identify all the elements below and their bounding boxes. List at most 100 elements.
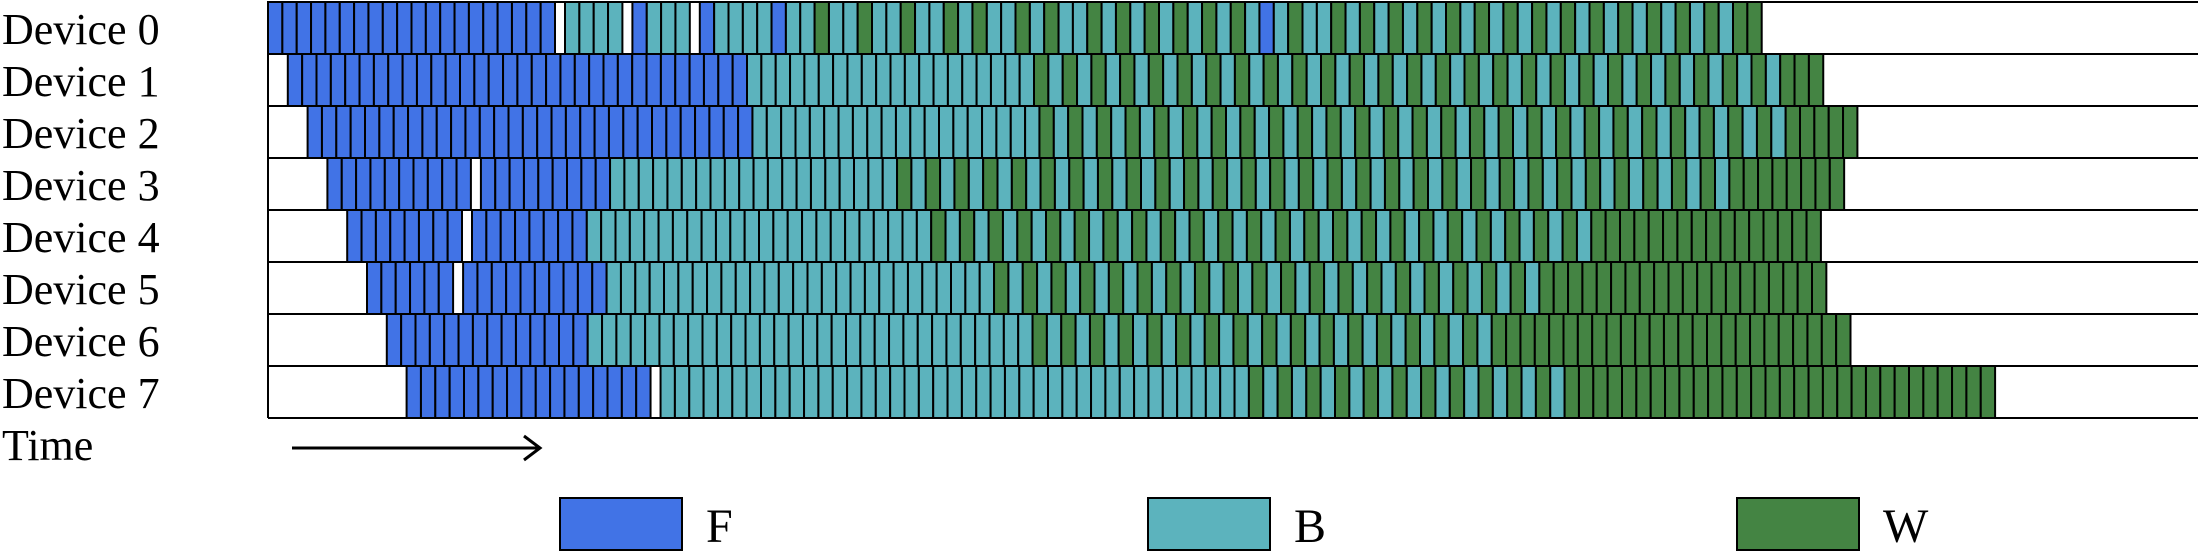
cell-f <box>731 53 749 107</box>
cell-w <box>953 157 970 211</box>
cell-b <box>578 1 595 55</box>
cell-b <box>715 313 733 367</box>
cell-w <box>1746 1 1763 55</box>
cell-w <box>1193 261 1211 315</box>
cell-w <box>1205 53 1222 107</box>
cell-w <box>1613 157 1630 211</box>
cell-b <box>749 261 766 315</box>
cell-b <box>663 261 680 315</box>
cell-w <box>1779 53 1796 107</box>
cell-f <box>462 261 479 315</box>
cell-b <box>1301 1 1318 55</box>
cell-b <box>975 53 992 107</box>
cell-w <box>1617 1 1634 55</box>
cell-f <box>494 157 511 211</box>
cell-b <box>1425 105 1443 159</box>
cell-w <box>1733 209 1751 263</box>
cell-w <box>1805 209 1822 263</box>
cell-b <box>902 313 919 367</box>
cell-f <box>616 53 634 107</box>
cell-b <box>1420 53 1437 107</box>
cell-w <box>1411 105 1428 159</box>
cell-b <box>888 313 905 367</box>
cell-b <box>874 365 892 419</box>
cell-w <box>1642 157 1659 211</box>
cell-f <box>562 261 579 315</box>
cell-b <box>1332 313 1350 367</box>
cell-b <box>1461 209 1478 263</box>
cell-b <box>1075 365 1093 419</box>
cell-w <box>1619 209 1636 263</box>
cell-b <box>702 365 719 419</box>
cell-f <box>349 105 366 159</box>
cell-b <box>1272 1 1290 55</box>
cell-b <box>1047 53 1064 107</box>
cell-f <box>591 261 608 315</box>
cell-b <box>1260 209 1277 263</box>
cell-w <box>1038 105 1055 159</box>
cell-w <box>1567 261 1584 315</box>
cell-f <box>426 157 444 211</box>
cell-b <box>714 209 732 263</box>
cell-w <box>1240 157 1257 211</box>
cell-w <box>1710 261 1727 315</box>
cell-b <box>966 105 984 159</box>
cell-b <box>615 313 632 367</box>
legend-label-w: W <box>1883 500 1929 553</box>
cell-b <box>1081 105 1098 159</box>
cell-w <box>1813 105 1830 159</box>
cell-f <box>499 209 517 263</box>
cell-b <box>1368 105 1385 159</box>
cell-w <box>1492 53 1509 107</box>
cell-w <box>1136 261 1153 315</box>
cell-f <box>645 53 662 107</box>
cell-w <box>1498 157 1516 211</box>
cell-w <box>1107 261 1125 315</box>
cell-w <box>1645 1 1663 55</box>
cell-b <box>871 1 888 55</box>
cell-f <box>335 105 352 159</box>
cell-b <box>894 105 912 159</box>
cell-w <box>1778 365 1796 419</box>
cell-b <box>1684 105 1701 159</box>
cell-f <box>369 157 386 211</box>
cell-f <box>529 313 546 367</box>
cell-b <box>792 261 809 315</box>
cell-f <box>355 157 372 211</box>
cell-b <box>1339 105 1357 159</box>
cell-w <box>958 209 976 263</box>
cell-w <box>1362 365 1380 419</box>
cell-b <box>1053 157 1071 211</box>
cell-f <box>607 105 625 159</box>
cell-w <box>1326 157 1343 211</box>
cell-b <box>730 313 747 367</box>
cell-f <box>566 157 583 211</box>
cell-b <box>903 53 921 107</box>
cell-w <box>1183 157 1200 211</box>
cell-f <box>374 209 392 263</box>
cell-b <box>1082 157 1099 211</box>
cell-b <box>743 209 761 263</box>
cell-b <box>1001 209 1019 263</box>
cell-f <box>400 313 417 367</box>
cell-w <box>1638 261 1656 315</box>
cell-b <box>751 105 768 159</box>
cell-b <box>935 261 953 315</box>
cell-b <box>815 209 832 263</box>
cell-b <box>1513 157 1530 211</box>
cell-f <box>479 157 497 211</box>
cell-w <box>971 1 988 55</box>
cell-b <box>600 209 617 263</box>
cell-w <box>1806 313 1823 367</box>
cell-w <box>1337 261 1354 315</box>
cell-b <box>1312 157 1329 211</box>
cell-w <box>1391 365 1408 419</box>
cell-b <box>932 365 949 419</box>
cell-f <box>485 209 502 263</box>
cell-b <box>918 53 935 107</box>
cell-w <box>924 157 942 211</box>
cell-w <box>1835 313 1852 367</box>
cell-w <box>1793 53 1810 107</box>
cell-w <box>1785 157 1803 211</box>
